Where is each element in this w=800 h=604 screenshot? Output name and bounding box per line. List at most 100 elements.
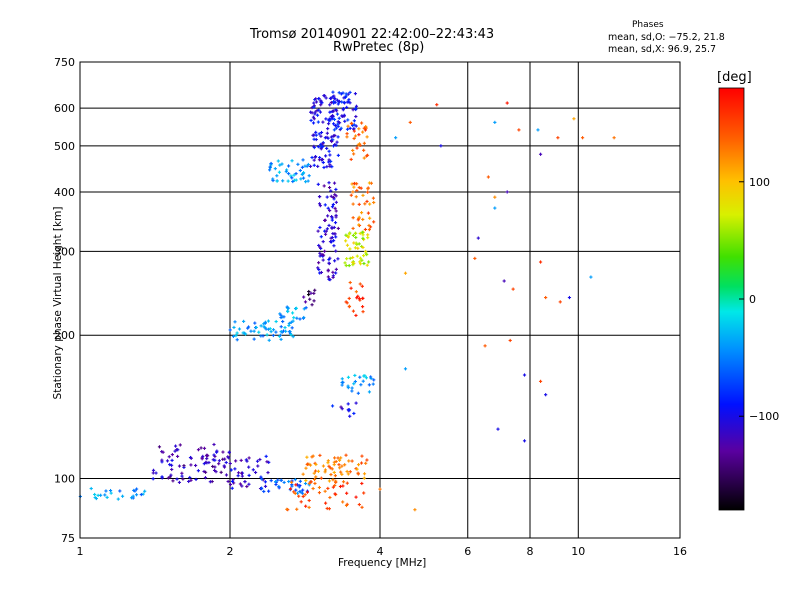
data-point bbox=[249, 329, 253, 333]
data-point bbox=[311, 121, 316, 125]
y-axis-ticks: 75 100 200 300 400 500 600 750 bbox=[54, 56, 75, 545]
data-point bbox=[361, 193, 365, 197]
data-point bbox=[329, 100, 333, 105]
data-point bbox=[334, 249, 338, 253]
data-point bbox=[301, 472, 305, 476]
data-point bbox=[312, 137, 316, 141]
data-point bbox=[357, 297, 362, 301]
data-point bbox=[168, 475, 172, 479]
data-point bbox=[254, 325, 258, 330]
data-point bbox=[317, 202, 322, 206]
data-point bbox=[236, 474, 240, 478]
x-tick-label: 10 bbox=[571, 545, 585, 558]
data-point bbox=[353, 231, 358, 235]
data-point bbox=[239, 471, 244, 475]
data-point bbox=[314, 130, 318, 134]
data-point bbox=[348, 126, 352, 130]
data-point bbox=[246, 325, 251, 329]
data-point bbox=[271, 333, 275, 338]
data-point bbox=[331, 122, 336, 126]
data-point bbox=[340, 377, 344, 381]
data-point bbox=[203, 476, 208, 480]
data-point bbox=[298, 168, 302, 173]
data-point bbox=[151, 477, 155, 481]
data-point bbox=[330, 404, 335, 408]
data-point bbox=[359, 383, 363, 387]
data-point bbox=[227, 450, 231, 454]
data-point bbox=[325, 131, 329, 135]
data-point bbox=[306, 179, 310, 183]
data-point bbox=[176, 448, 180, 452]
data-point bbox=[331, 270, 335, 274]
data-point bbox=[333, 259, 337, 263]
data-point bbox=[175, 454, 180, 459]
data-point bbox=[286, 164, 291, 168]
data-point bbox=[354, 235, 358, 240]
data-point bbox=[316, 164, 320, 168]
data-point bbox=[338, 484, 343, 489]
data-point bbox=[349, 157, 353, 162]
data-point bbox=[257, 330, 261, 334]
data-point bbox=[120, 494, 125, 498]
data-point bbox=[333, 206, 337, 210]
data-point bbox=[612, 136, 616, 140]
data-point bbox=[326, 127, 330, 131]
y-tick-label: 75 bbox=[61, 532, 75, 545]
data-point bbox=[351, 123, 355, 128]
data-point bbox=[340, 407, 344, 411]
data-point bbox=[169, 463, 174, 467]
data-point bbox=[299, 177, 303, 181]
x-tick-label: 1 bbox=[77, 545, 84, 558]
data-point bbox=[327, 479, 332, 483]
data-point bbox=[339, 470, 343, 474]
data-point bbox=[307, 505, 311, 510]
data-point bbox=[359, 211, 364, 215]
data-point bbox=[309, 291, 313, 295]
data-point bbox=[286, 306, 291, 310]
data-point bbox=[355, 146, 359, 150]
data-point bbox=[341, 91, 345, 95]
data-point bbox=[517, 128, 521, 132]
data-point bbox=[357, 502, 361, 507]
data-point bbox=[329, 159, 333, 163]
data-point bbox=[315, 113, 320, 117]
data-point bbox=[331, 239, 336, 243]
data-point bbox=[332, 117, 337, 122]
data-point bbox=[279, 329, 283, 334]
data-point bbox=[240, 474, 244, 478]
data-point bbox=[291, 319, 295, 323]
x-tick-label: 16 bbox=[673, 545, 687, 558]
data-point bbox=[245, 459, 249, 463]
data-point bbox=[173, 449, 177, 453]
data-point bbox=[337, 121, 342, 125]
data-point bbox=[312, 471, 316, 475]
data-point bbox=[301, 494, 305, 499]
data-point bbox=[274, 480, 278, 484]
data-point bbox=[298, 489, 302, 494]
data-point bbox=[352, 123, 356, 127]
data-point bbox=[343, 261, 347, 265]
data-point bbox=[328, 278, 332, 282]
data-point bbox=[354, 124, 358, 128]
data-point bbox=[180, 471, 184, 475]
data-point bbox=[318, 245, 322, 249]
data-point bbox=[329, 194, 333, 198]
data-point bbox=[294, 172, 298, 176]
data-point bbox=[189, 478, 193, 482]
data-point bbox=[345, 257, 349, 261]
data-point bbox=[348, 256, 352, 260]
x-axis-label: Frequency [MHz] bbox=[338, 557, 427, 569]
data-point bbox=[262, 322, 266, 326]
data-point bbox=[103, 493, 107, 497]
data-point bbox=[343, 119, 347, 123]
data-point bbox=[321, 142, 325, 146]
data-point bbox=[347, 263, 351, 268]
data-point bbox=[160, 475, 164, 479]
data-point bbox=[348, 101, 352, 105]
data-point bbox=[213, 458, 217, 462]
data-point bbox=[301, 176, 306, 180]
data-point bbox=[558, 300, 562, 304]
data-point bbox=[493, 195, 497, 199]
data-point bbox=[347, 296, 351, 301]
data-point bbox=[342, 114, 346, 118]
